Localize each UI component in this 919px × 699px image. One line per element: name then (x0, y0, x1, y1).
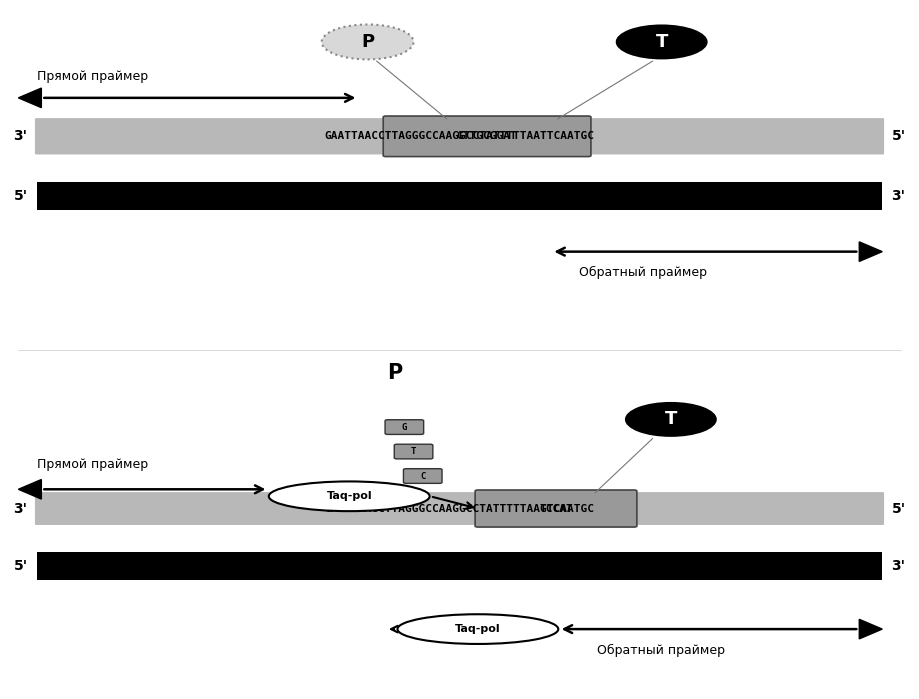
Text: Обратный праймер: Обратный праймер (579, 266, 707, 279)
FancyBboxPatch shape (475, 490, 637, 527)
Text: 5': 5' (14, 559, 28, 573)
Text: GCCАТ: GCCАТ (539, 503, 573, 514)
Ellipse shape (269, 482, 430, 511)
Ellipse shape (625, 402, 717, 437)
Polygon shape (859, 242, 882, 261)
Ellipse shape (322, 24, 414, 59)
Text: GAATTAACCTTAGGGCCAAGGCCTATTTTTAATTCAATGC: GAATTAACCTTAGGGCCAAGGCCTATTTTTAATTCAATGC (324, 131, 595, 141)
Polygon shape (18, 88, 41, 108)
Text: 3': 3' (891, 189, 905, 203)
Text: Taq-pol: Taq-pol (326, 491, 372, 501)
Text: T: T (655, 33, 668, 51)
Text: Прямой праймер: Прямой праймер (37, 459, 148, 471)
Text: 3': 3' (14, 501, 28, 516)
Text: Taq-pol: Taq-pol (455, 624, 501, 634)
Text: T: T (411, 447, 416, 456)
FancyBboxPatch shape (403, 468, 442, 484)
Text: Прямой праймер: Прямой праймер (37, 71, 148, 83)
FancyBboxPatch shape (383, 116, 591, 157)
Text: P: P (361, 33, 374, 51)
Text: 5': 5' (14, 189, 28, 203)
FancyBboxPatch shape (394, 445, 433, 459)
Text: G: G (402, 423, 407, 431)
FancyBboxPatch shape (385, 419, 424, 434)
Polygon shape (18, 480, 41, 499)
Polygon shape (859, 619, 882, 639)
Bar (37, 182, 882, 210)
Text: 3': 3' (14, 129, 28, 143)
FancyBboxPatch shape (35, 118, 884, 154)
Ellipse shape (397, 614, 559, 644)
Text: 5': 5' (891, 129, 905, 143)
Text: GTTGCGGAT: GTTGCGGAT (457, 131, 517, 141)
Text: T: T (664, 410, 677, 428)
Text: 5': 5' (891, 501, 905, 516)
Text: P: P (388, 363, 403, 384)
Bar (37, 552, 882, 580)
Text: Обратный праймер: Обратный праймер (597, 644, 725, 656)
Ellipse shape (616, 24, 708, 59)
Text: GAATTAACCTTAGGGCCAAGGCCTATTTTTAATTCAATGC: GAATTAACCTTAGGGCCAAGGCCTATTTTTAATTCAATGC (324, 503, 595, 514)
Text: C: C (420, 472, 425, 480)
FancyBboxPatch shape (35, 492, 884, 525)
Text: 3': 3' (891, 559, 905, 573)
